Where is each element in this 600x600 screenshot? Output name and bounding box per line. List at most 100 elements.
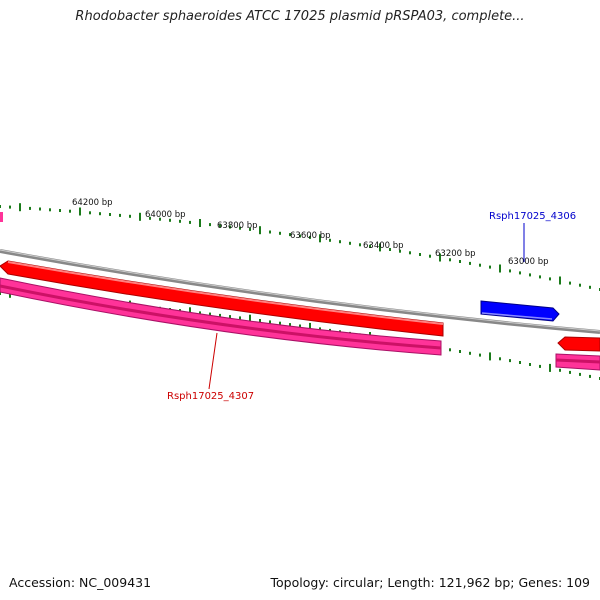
topology-summary: Topology: circular; Length: 121,962 bp; … (270, 575, 591, 590)
ruler-minor-tick (229, 225, 231, 229)
ruler-major-tick (19, 203, 21, 212)
ruler-label: 63200 bp (435, 249, 476, 259)
ruler-minor-tick (589, 285, 591, 289)
map-title: Rhodobacter sphaeroides ATCC 17025 plasm… (75, 9, 525, 24)
ruler-major-tick (79, 207, 81, 216)
ruler-minor-tick (279, 231, 281, 235)
ruler-minor-tick (0, 292, 1, 295)
ruler-minor-tick (309, 235, 311, 239)
ruler-minor-tick (569, 370, 571, 374)
ruler-minor-tick (259, 319, 261, 322)
ruler-minor-tick (269, 230, 271, 234)
ruler-major-tick (189, 307, 191, 316)
ruler-minor-tick (159, 217, 161, 221)
ruler-minor-tick (509, 269, 511, 273)
ruler-minor-tick (539, 275, 541, 279)
ruler-minor-tick (109, 213, 111, 216)
ruler-major-tick (199, 219, 201, 227)
ruler-major-tick (379, 243, 381, 252)
ruler-minor-tick (59, 209, 61, 212)
ruler-minor-tick (179, 219, 181, 223)
ruler-minor-tick (129, 214, 131, 218)
ruler-label: 63600 bp (290, 231, 331, 241)
ruler-minor-tick (9, 205, 11, 209)
ruler-minor-tick (169, 218, 171, 222)
ruler-minor-tick (579, 372, 581, 376)
ruler-major-tick (439, 253, 441, 262)
cds-feature-pink-shade (0, 284, 442, 350)
ruler-minor-tick (229, 315, 231, 319)
outer-ruler (0, 203, 600, 291)
ruler-major-tick (499, 264, 501, 273)
ruler-minor-tick (29, 206, 31, 210)
ruler-label: 63000 bp (508, 257, 549, 267)
ruler-minor-tick (239, 226, 241, 230)
ruler-minor-tick (579, 283, 581, 287)
ruler-minor-tick (469, 351, 471, 355)
cds-feature-blue[interactable] (480, 300, 560, 322)
ruler-minor-tick (329, 238, 331, 242)
ruler-minor-tick (399, 249, 401, 253)
ruler-minor-tick (99, 212, 101, 216)
ruler-minor-tick (299, 324, 301, 328)
ruler-minor-tick (529, 273, 531, 277)
ruler-minor-tick (349, 241, 351, 245)
ruler-minor-tick (519, 271, 521, 275)
ruler-minor-tick (509, 359, 511, 363)
ruler-minor-tick (409, 251, 411, 255)
cds-feature-pink-right-shade (555, 358, 600, 364)
ruler-minor-tick (219, 313, 221, 317)
backbone-highlight (0, 249, 600, 332)
cds-feature-blue-highlight (481, 312, 553, 320)
backbone-line (0, 249, 600, 334)
callout-line-bottom (208, 332, 218, 390)
ruler-minor-tick (249, 227, 251, 231)
ruler-minor-tick (369, 244, 371, 248)
gene-label-4306[interactable]: Rsph17025_4306 (489, 211, 576, 222)
ruler-minor-tick (339, 240, 341, 244)
gene-label-4307[interactable]: Rsph17025_4307 (167, 391, 254, 402)
cds-feature-red-highlight (7, 261, 444, 325)
ruler-minor-tick (549, 277, 551, 281)
ruler-major-tick (249, 314, 251, 323)
ruler-minor-tick (49, 208, 51, 212)
ruler-minor-tick (519, 361, 521, 364)
ruler-minor-tick (119, 213, 121, 217)
ruler-major-tick (139, 212, 141, 221)
ruler-minor-tick (199, 311, 201, 315)
ruler-minor-tick (39, 207, 41, 211)
cds-feature-pink-left-edge[interactable] (0, 212, 3, 222)
ruler-minor-tick (149, 216, 151, 220)
ruler-major-tick (319, 234, 321, 243)
ruler-minor-tick (209, 223, 211, 227)
ruler-minor-tick (239, 316, 241, 320)
ruler-minor-tick (359, 243, 361, 247)
ruler-major-tick (259, 226, 261, 235)
ruler-minor-tick (449, 258, 451, 262)
ruler-label: 64000 bp (145, 210, 186, 220)
ruler-major-tick (549, 363, 551, 372)
ruler-minor-tick (269, 320, 271, 324)
ruler-minor-tick (479, 353, 481, 357)
ruler-minor-tick (209, 312, 211, 316)
ruler-minor-tick (529, 363, 531, 366)
ruler-minor-tick (429, 254, 431, 258)
ruler-minor-tick (69, 209, 71, 213)
ruler-minor-tick (279, 321, 281, 325)
ruler-minor-tick (559, 368, 561, 372)
ruler-minor-tick (319, 327, 321, 331)
ruler-minor-tick (589, 374, 591, 378)
cds-feature-pink-main[interactable] (0, 277, 442, 356)
ruler-minor-tick (389, 248, 391, 251)
ruler-major-tick (559, 276, 561, 285)
ruler-label: 64200 bp (72, 198, 113, 208)
cds-feature-red-right[interactable] (557, 336, 600, 352)
ruler-minor-tick (499, 357, 501, 361)
ruler-minor-tick (449, 348, 451, 352)
ruler-major-tick (309, 322, 311, 331)
ruler-minor-tick (489, 265, 491, 269)
ruler-minor-tick (289, 233, 291, 237)
ruler-minor-tick (469, 261, 471, 265)
